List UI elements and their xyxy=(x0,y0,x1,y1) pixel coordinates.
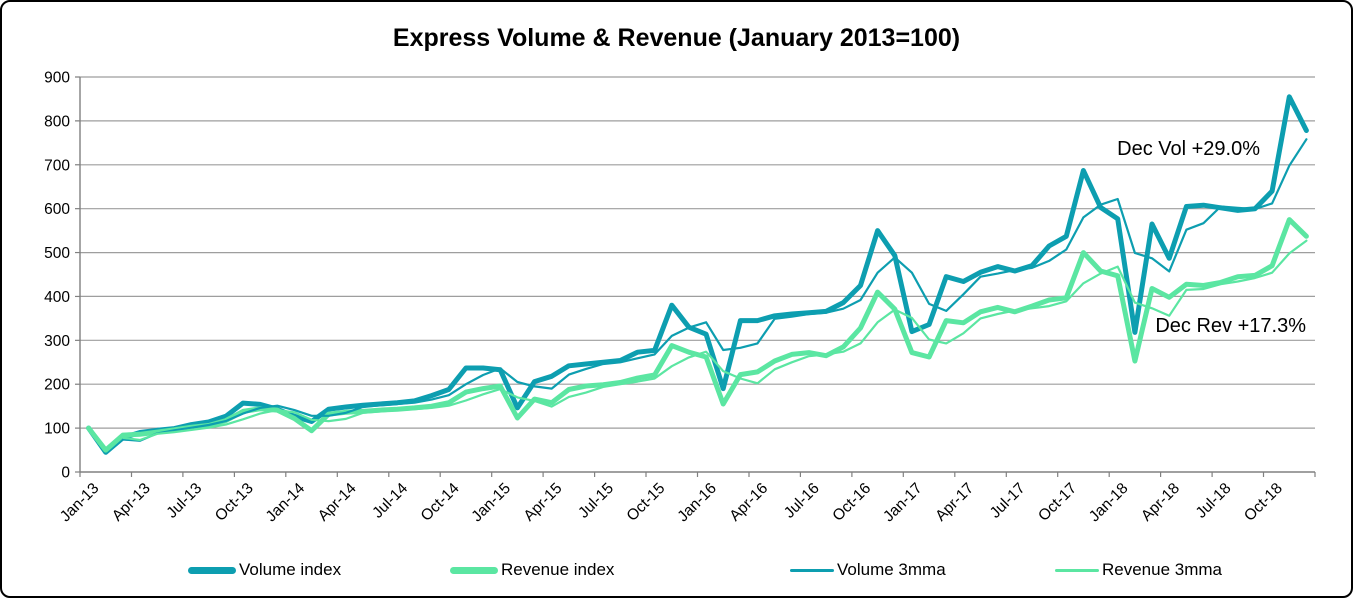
chart-title: Express Volume & Revenue (January 2013=1… xyxy=(392,24,961,52)
x-tick-label: Jan-16 xyxy=(674,480,720,526)
x-tick-label: Oct-16 xyxy=(829,480,874,525)
x-tick-label: Jul-17 xyxy=(987,480,1029,522)
x-tick-label: Oct-15 xyxy=(624,480,669,525)
x-tick-label: Jan-18 xyxy=(1086,480,1132,526)
x-tick-label: Jan-14 xyxy=(263,480,309,526)
x-tick-label: Apr-14 xyxy=(315,480,360,525)
x-tick-label: Apr-16 xyxy=(726,480,771,525)
y-tick-label: 700 xyxy=(44,157,70,174)
x-tick-label: Apr-17 xyxy=(932,480,977,525)
x-tick-label: Jul-14 xyxy=(369,480,411,522)
x-tick-label: Oct-13 xyxy=(212,480,257,525)
x-tick-label: Jul-16 xyxy=(781,480,823,522)
x-tick-label: Jul-18 xyxy=(1193,480,1235,522)
revenue-3mma-line xyxy=(121,239,1308,442)
y-tick-label: 0 xyxy=(61,465,70,482)
annotation-dec-vol: Dec Vol +29.0% xyxy=(1117,138,1260,160)
y-tick-label: 200 xyxy=(44,377,70,394)
x-tick-label: Oct-17 xyxy=(1035,480,1080,525)
y-tick-label: 400 xyxy=(44,289,70,306)
x-tick-label: Apr-15 xyxy=(521,480,566,525)
y-tick-label: 600 xyxy=(44,201,70,218)
volume-3mma-line xyxy=(121,138,1308,442)
x-tick-label: Jan-15 xyxy=(468,480,514,526)
y-tick-label: 500 xyxy=(44,245,70,262)
x-tick-label: Apr-13 xyxy=(109,480,154,525)
y-tick-label: 300 xyxy=(44,333,70,350)
y-tick-label: 100 xyxy=(44,421,70,438)
y-tick-label: 900 xyxy=(44,70,70,87)
x-tick-label: Oct-14 xyxy=(418,480,463,525)
y-tick-label: 800 xyxy=(44,113,70,130)
annotation-dec-rev: Dec Rev +17.3% xyxy=(1155,315,1306,337)
x-tick-label: Jul-15 xyxy=(575,480,617,522)
x-tick-label: Oct-18 xyxy=(1241,480,1286,525)
x-tick-label: Jul-13 xyxy=(163,480,205,522)
x-tick-label: Jan-17 xyxy=(880,480,926,526)
x-tick-label: Apr-18 xyxy=(1138,480,1183,525)
x-tick-label: Jan-13 xyxy=(57,480,103,526)
